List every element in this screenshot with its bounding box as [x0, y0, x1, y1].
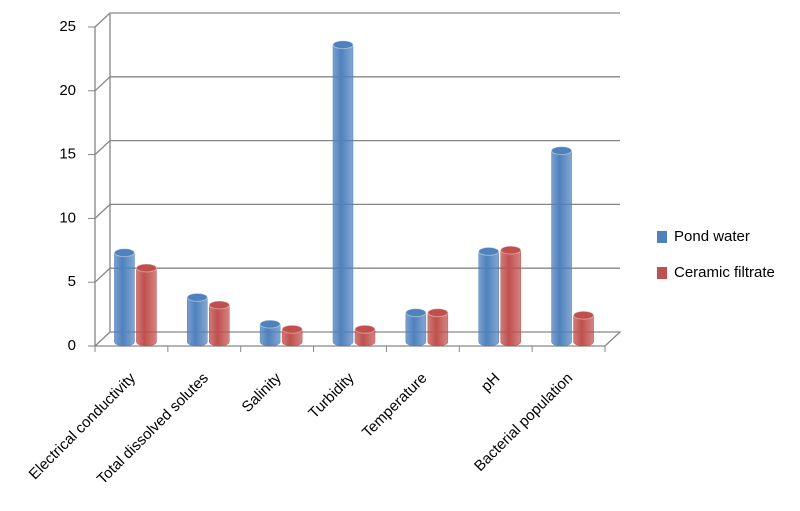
bar-top: [186, 292, 208, 302]
bar: [209, 304, 230, 347]
bar-top: [259, 319, 281, 329]
x-tick-label: Turbidity: [305, 369, 358, 422]
bar: [187, 297, 208, 347]
bar: [478, 251, 499, 347]
bar: [114, 252, 135, 347]
bar-top: [500, 245, 522, 255]
y-tick-label: 0: [68, 337, 76, 354]
bar-top: [135, 263, 157, 273]
bar: [500, 249, 521, 347]
bar-top: [427, 308, 449, 318]
bar: [427, 312, 449, 347]
bar: [259, 323, 281, 347]
bar: [551, 150, 572, 347]
bar-top: [478, 246, 500, 256]
bar: [354, 328, 376, 347]
legend-swatch: [657, 267, 667, 279]
grid-line: [94, 267, 620, 283]
bar: [405, 312, 427, 347]
bar-top: [281, 324, 303, 334]
y-tick-label: 25: [59, 18, 76, 35]
bar-top: [354, 324, 376, 334]
grid-line: [94, 12, 620, 28]
legend-label: Ceramic filtrate: [674, 264, 775, 281]
bar-top: [208, 300, 230, 310]
axes: [93, 14, 622, 347]
bar: [136, 267, 157, 347]
bar-top: [573, 310, 595, 320]
legend-swatch: [657, 231, 667, 243]
grid-line: [94, 139, 620, 156]
bar: [573, 314, 594, 347]
bar-top: [405, 308, 427, 318]
bar: [332, 44, 354, 347]
x-tick-label: pH: [478, 370, 504, 396]
bar-top: [113, 248, 135, 258]
grid-line: [94, 203, 620, 219]
grid-line: [94, 76, 620, 92]
x-tick-label: Temperature: [359, 370, 431, 442]
y-tick-label: 15: [59, 146, 76, 163]
bar: [281, 328, 303, 347]
bar-top: [551, 146, 573, 156]
legend-label: Pond water: [674, 228, 750, 245]
bar-top: [332, 40, 354, 50]
y-tick-label: 5: [68, 273, 76, 290]
floor: [93, 14, 622, 347]
y-tick-label: 10: [59, 209, 76, 226]
y-tick-label: 20: [59, 82, 76, 99]
x-tick-label: Salinity: [239, 369, 286, 416]
